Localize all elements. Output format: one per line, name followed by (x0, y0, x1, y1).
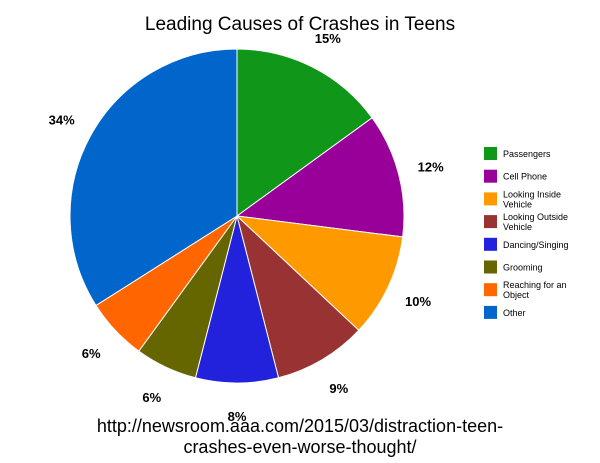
slice-label-reaching-for-an-object: 6% (82, 346, 101, 361)
legend-swatch-grooming (484, 260, 497, 274)
slice-label-cell-phone: 12% (418, 159, 444, 174)
slice-label-other: 34% (49, 113, 75, 128)
legend-swatch-other (484, 305, 497, 319)
slice-label-grooming: 6% (142, 390, 161, 405)
legend-label-reaching-for-an-object: Reaching for an Object (503, 280, 567, 300)
legend-swatch-looking-outside-vehicle (484, 215, 497, 229)
pie-slice-looking-inside-vehicle (235, 215, 404, 332)
legend-swatch-dancing-singing (484, 237, 497, 251)
slice-label-dancing-singing: 8% (228, 409, 247, 424)
legend-label-cell-phone: Cell Phone (503, 172, 547, 182)
pie-slice-passengers (236, 48, 373, 217)
source-url-line-2: crashes-even-worse-thought/ (183, 437, 417, 457)
pie-slice-cell-phone (235, 117, 405, 238)
chart-title: Leading Causes of Crashes in Teens (145, 14, 455, 35)
legend-swatch-cell-phone (484, 169, 497, 183)
slice-label-looking-inside-vehicle: 10% (405, 294, 431, 309)
slice-label-passengers: 15% (315, 31, 341, 46)
legend-swatch-passengers (484, 147, 497, 160)
pie-slices (69, 48, 405, 384)
legend-label-other: Other (503, 308, 526, 318)
legend-label-grooming: Grooming (503, 263, 543, 273)
slice-labels: 15% 12% 10% 9% 8% 6% 6% 34% (49, 31, 444, 424)
slice-label-looking-outside-vehicle: 9% (329, 381, 348, 396)
legend-label-looking-inside-vehicle: Looking Inside Vehicle (503, 189, 561, 209)
legend-swatch-reaching-for-an-object (484, 283, 497, 297)
legend-swatch-looking-inside-vehicle (484, 192, 497, 206)
pie-slice-looking-outside-vehicle (236, 214, 360, 379)
legend-label-passengers: Passengers (503, 149, 551, 159)
pie-slice-other (69, 48, 238, 307)
legend: Passengers Cell Phone Looking Inside Vehicl… (484, 147, 569, 319)
source-url-line-1: http://newsroom.aaa.com/2015/03/distract… (96, 416, 504, 436)
legend-label-dancing-singing: Dancing/Singing (503, 240, 569, 250)
legend-label-looking-outside-vehicle: Looking Outside Vehicle (503, 212, 568, 232)
